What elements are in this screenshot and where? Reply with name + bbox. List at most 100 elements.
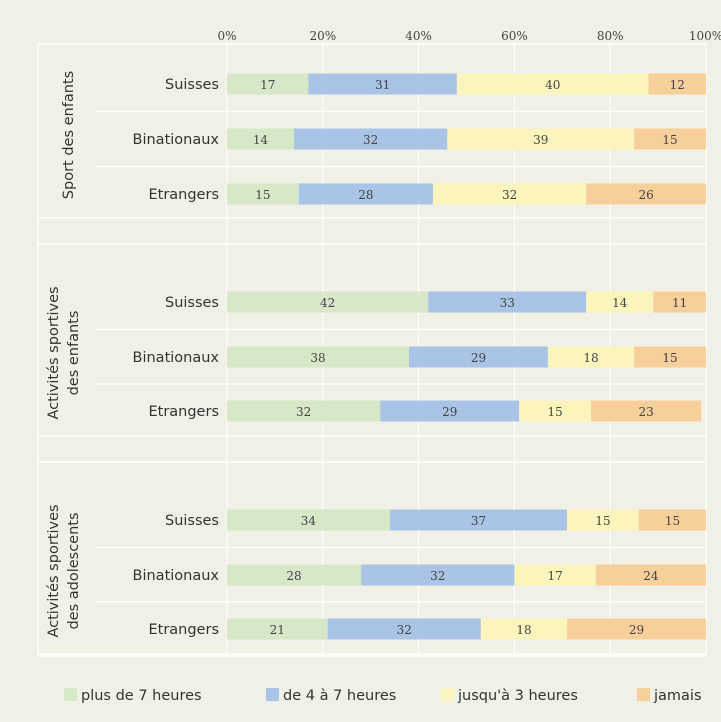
x-axis-ticks: 0% 20% 40% 60% 80% 100% [217,29,721,43]
bar-segment [428,291,587,313]
bar-segment [514,564,596,586]
bar-segment [634,346,706,368]
data-label: 42 [320,296,335,310]
row-label: Etrangers [148,622,219,638]
group-label: Activités sportives [46,286,62,419]
data-label: 32 [397,623,412,637]
legend-label: jusqu'à 3 heures [457,688,578,704]
data-label: 24 [643,569,659,583]
data-label: 32 [296,405,311,419]
bar-segment [648,73,706,95]
bar-segment [567,618,706,640]
bar-segment [638,509,706,531]
data-label: 39 [533,133,548,147]
data-label: 40 [545,78,560,92]
row-label: Suisses [165,77,219,93]
data-label: 15 [665,514,680,528]
bar-segment [634,128,706,150]
data-label: 15 [662,133,677,147]
bar-segment [227,400,381,422]
data-label: 15 [662,351,677,365]
data-label: 29 [471,351,486,365]
data-label: 18 [516,623,531,637]
data-label: 33 [500,296,515,310]
bar-segment [567,509,639,531]
data-label: 28 [286,569,301,583]
bars: 17 31 40 12 14 32 39 15 15 28 32 26 42 33 14 11 38 29 18 15… [227,73,706,640]
bar-segment [308,73,457,95]
bar-segment [389,509,568,531]
bar-segment [653,291,706,313]
bar-segment [227,73,309,95]
bar-segment [227,618,328,640]
group-label: des adolescents [66,512,82,629]
data-label: 18 [583,351,598,365]
bar-segment [586,291,654,313]
bar-segment [227,291,429,313]
bar-segment [227,346,410,368]
bar-segment [547,346,635,368]
data-label: 31 [375,78,390,92]
bar-segment [586,183,706,205]
data-label: 21 [270,623,285,637]
legend: plus de 7 heures de 4 à 7 heures jusqu'à 3… [64,688,702,704]
row-label: Binationaux [133,350,220,366]
row-label: Etrangers [148,187,219,203]
bar-segment [480,618,568,640]
data-label: 38 [310,351,325,365]
bar-segment [227,183,299,205]
bar-segment [591,400,702,422]
group-label: Activités sportives [46,504,62,637]
row-label: Binationaux [133,568,220,584]
data-label: 15 [255,188,270,202]
legend-label: jamais [653,688,702,704]
row-label: Suisses [165,295,219,311]
data-label: 29 [442,405,457,419]
legend-swatch [441,688,454,701]
x-tick-label: 20% [309,29,336,43]
x-tick-label: 60% [501,29,528,43]
bar-segment [432,183,587,205]
row-label: Suisses [165,513,219,529]
data-label: 17 [260,78,275,92]
x-tick-label: 80% [597,29,624,43]
bar-segment [409,346,548,368]
bar-segment [327,618,481,640]
legend-label: de 4 à 7 heures [283,688,396,704]
bar-segment [227,128,295,150]
data-label: 26 [638,188,653,202]
data-label: 32 [363,133,378,147]
group-label: Sport des enfants [61,71,77,199]
bar-segment [227,509,390,531]
row-labels: Sport des enfants Suisses Binationaux Etran… [46,71,219,638]
data-label: 37 [471,514,486,528]
bar-segment [595,564,706,586]
bar-segment [447,128,635,150]
bar-segment [380,400,520,422]
data-label: 34 [301,514,317,528]
data-label: 23 [638,405,653,419]
bar-segment [456,73,649,95]
legend-label: plus de 7 heures [81,688,202,704]
data-label: 28 [358,188,373,202]
legend-swatch [637,688,650,701]
x-tick-label: 100% [689,29,721,43]
bar-segment [298,183,433,205]
x-tick-label: 40% [405,29,432,43]
data-label: 32 [430,569,445,583]
bar-segment [294,128,448,150]
group-label: des enfants [66,311,82,396]
bar-segment [227,564,362,586]
row-label: Binationaux [133,132,220,148]
bar-segment [519,400,592,422]
x-tick-label: 0% [217,29,236,43]
data-label: 15 [547,405,562,419]
legend-swatch [64,688,77,701]
data-label: 29 [629,623,644,637]
data-label: 32 [502,188,517,202]
bar-segment [361,564,515,586]
data-label: 14 [253,133,269,147]
legend-swatch [266,688,279,701]
data-label: 11 [672,296,687,310]
